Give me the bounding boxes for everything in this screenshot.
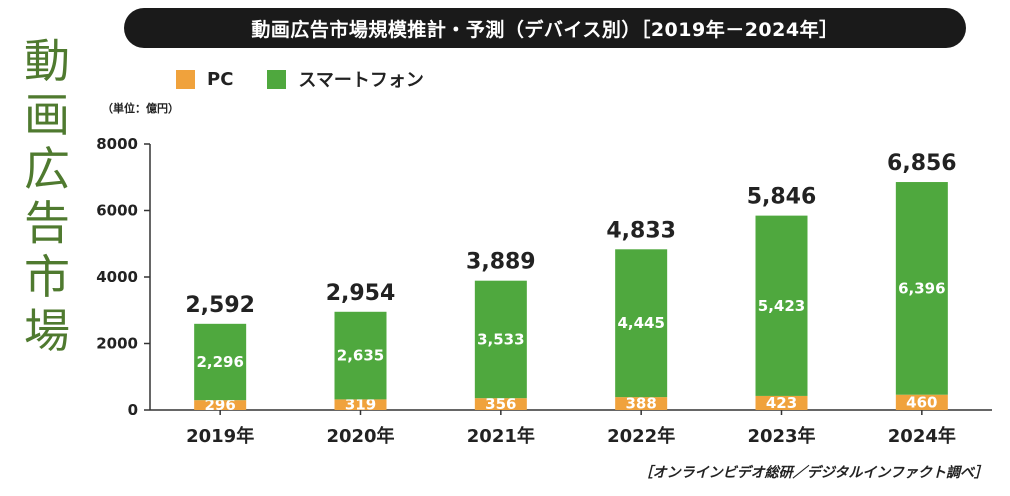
y-tick-label: 6000 xyxy=(96,202,138,220)
bar-total-label: 2,954 xyxy=(326,281,396,306)
bar-segment-smartphone xyxy=(474,280,527,399)
bar-label-smartphone: 5,423 xyxy=(758,297,805,315)
x-tick-label: 2019年 xyxy=(186,425,254,447)
side-title: 動 画 広 告 市 場 xyxy=(18,34,76,358)
bar-segment-pc xyxy=(755,395,808,410)
legend-item-pc: PC xyxy=(176,69,233,90)
legend-swatch-pc xyxy=(176,69,195,89)
bar-total-label: 6,856 xyxy=(887,151,957,176)
x-tick-label: 2021年 xyxy=(467,425,535,447)
legend-swatch-smartphone xyxy=(267,69,287,89)
bar-segment-pc xyxy=(194,400,247,410)
bar-total-label: 3,889 xyxy=(466,250,536,275)
bar-segment-pc xyxy=(615,397,668,410)
bar-label-pc: 319 xyxy=(345,396,376,414)
legend-item-smartphone: スマートフォン xyxy=(267,66,424,92)
legend: PC スマートフォン xyxy=(176,66,458,92)
bar-label-smartphone: 4,445 xyxy=(617,314,664,332)
x-tick-label: 2022年 xyxy=(607,425,675,447)
bar-segment-smartphone xyxy=(334,311,387,400)
y-tick-label: 0 xyxy=(128,401,138,419)
bar-segment-pc xyxy=(334,399,387,410)
legend-label-pc: PC xyxy=(207,68,234,90)
y-tick-label: 8000 xyxy=(96,135,138,153)
bar-label-smartphone: 2,635 xyxy=(337,347,384,365)
bar-segment-smartphone xyxy=(755,215,808,396)
side-title-char: 広 xyxy=(24,142,70,196)
side-title-char: 市 xyxy=(24,250,70,304)
bar-label-pc: 460 xyxy=(906,393,937,411)
bar-segment-smartphone xyxy=(895,182,948,395)
bar-total-label: 4,833 xyxy=(606,218,676,243)
y-tick-label: 4000 xyxy=(96,268,138,286)
bar-segment-pc xyxy=(474,398,527,410)
bar-label-pc: 423 xyxy=(766,394,797,412)
side-title-char: 画 xyxy=(24,88,70,142)
source-label: ［オンラインビデオ総研／デジタルインファクト調べ］ xyxy=(638,465,988,481)
bar-label-smartphone: 2,296 xyxy=(196,353,243,371)
bar-label-pc: 388 xyxy=(626,395,657,413)
unit-label: （単位：億円） xyxy=(102,102,179,115)
bar-segment-smartphone xyxy=(615,249,668,398)
bar-label-smartphone: 3,533 xyxy=(477,330,524,348)
chart-title: 動画広告市場規模推計・予測（デバイス別）［2019年－2024年］ xyxy=(124,8,966,48)
side-title-char: 告 xyxy=(24,196,70,250)
bar-total-label: 2,592 xyxy=(185,293,255,318)
bar-segment-smartphone xyxy=(194,323,247,401)
x-tick-label: 2023年 xyxy=(747,425,815,447)
bar-total-label: 5,846 xyxy=(747,185,817,210)
legend-label-smartphone: スマートフォン xyxy=(298,70,424,91)
bar-label-pc: 356 xyxy=(485,395,516,413)
bar-label-smartphone: 6,396 xyxy=(898,279,945,297)
side-title-char: 動 xyxy=(24,34,70,88)
side-title-char: 場 xyxy=(24,304,70,358)
y-tick-label: 2000 xyxy=(96,335,138,353)
bar-segment-pc xyxy=(895,394,948,410)
x-tick-label: 2020年 xyxy=(326,425,394,447)
bar-label-pc: 296 xyxy=(205,396,236,414)
x-tick-label: 2024年 xyxy=(888,425,956,447)
